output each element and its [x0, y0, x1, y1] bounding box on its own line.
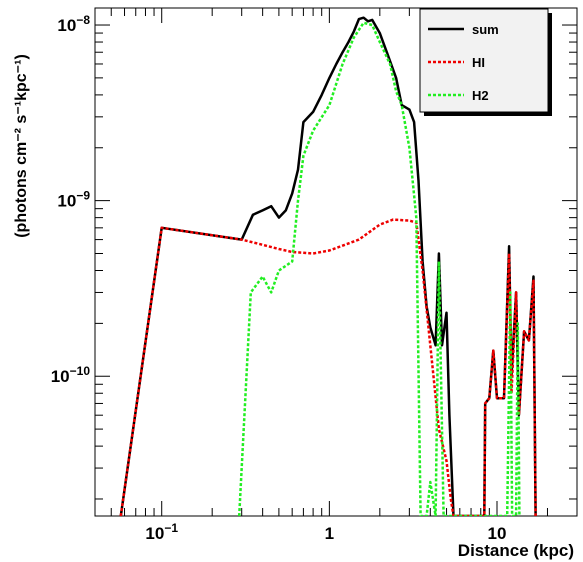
y-tick-label: 10−8 [57, 13, 90, 35]
y-tick-label: 10−9 [57, 189, 90, 211]
legend-label-hi: HI [472, 55, 485, 70]
series-line-h2 [237, 21, 521, 516]
axis-ticks [94, 8, 578, 516]
x-tick-label: 1 [325, 524, 334, 543]
x-axis-title: Distance (kpc) [458, 541, 574, 560]
x-tick-label: 10−1 [145, 521, 178, 543]
y-axis-title: (photons cm⁻² s⁻¹kpc⁻¹) [13, 54, 30, 238]
legend: sum HI H2 [419, 8, 552, 116]
y-tick-label: 10−10 [51, 364, 91, 386]
x-tick-label: 10 [488, 524, 507, 543]
legend-label-h2: H2 [472, 88, 489, 103]
series-layer [119, 16, 537, 516]
tick-labels: 10−1 1 10 10−10 10−9 10−8 [51, 13, 507, 543]
legend-label-sum: sum [472, 22, 499, 37]
series-line-hi [119, 218, 537, 516]
legend-box [419, 8, 549, 113]
